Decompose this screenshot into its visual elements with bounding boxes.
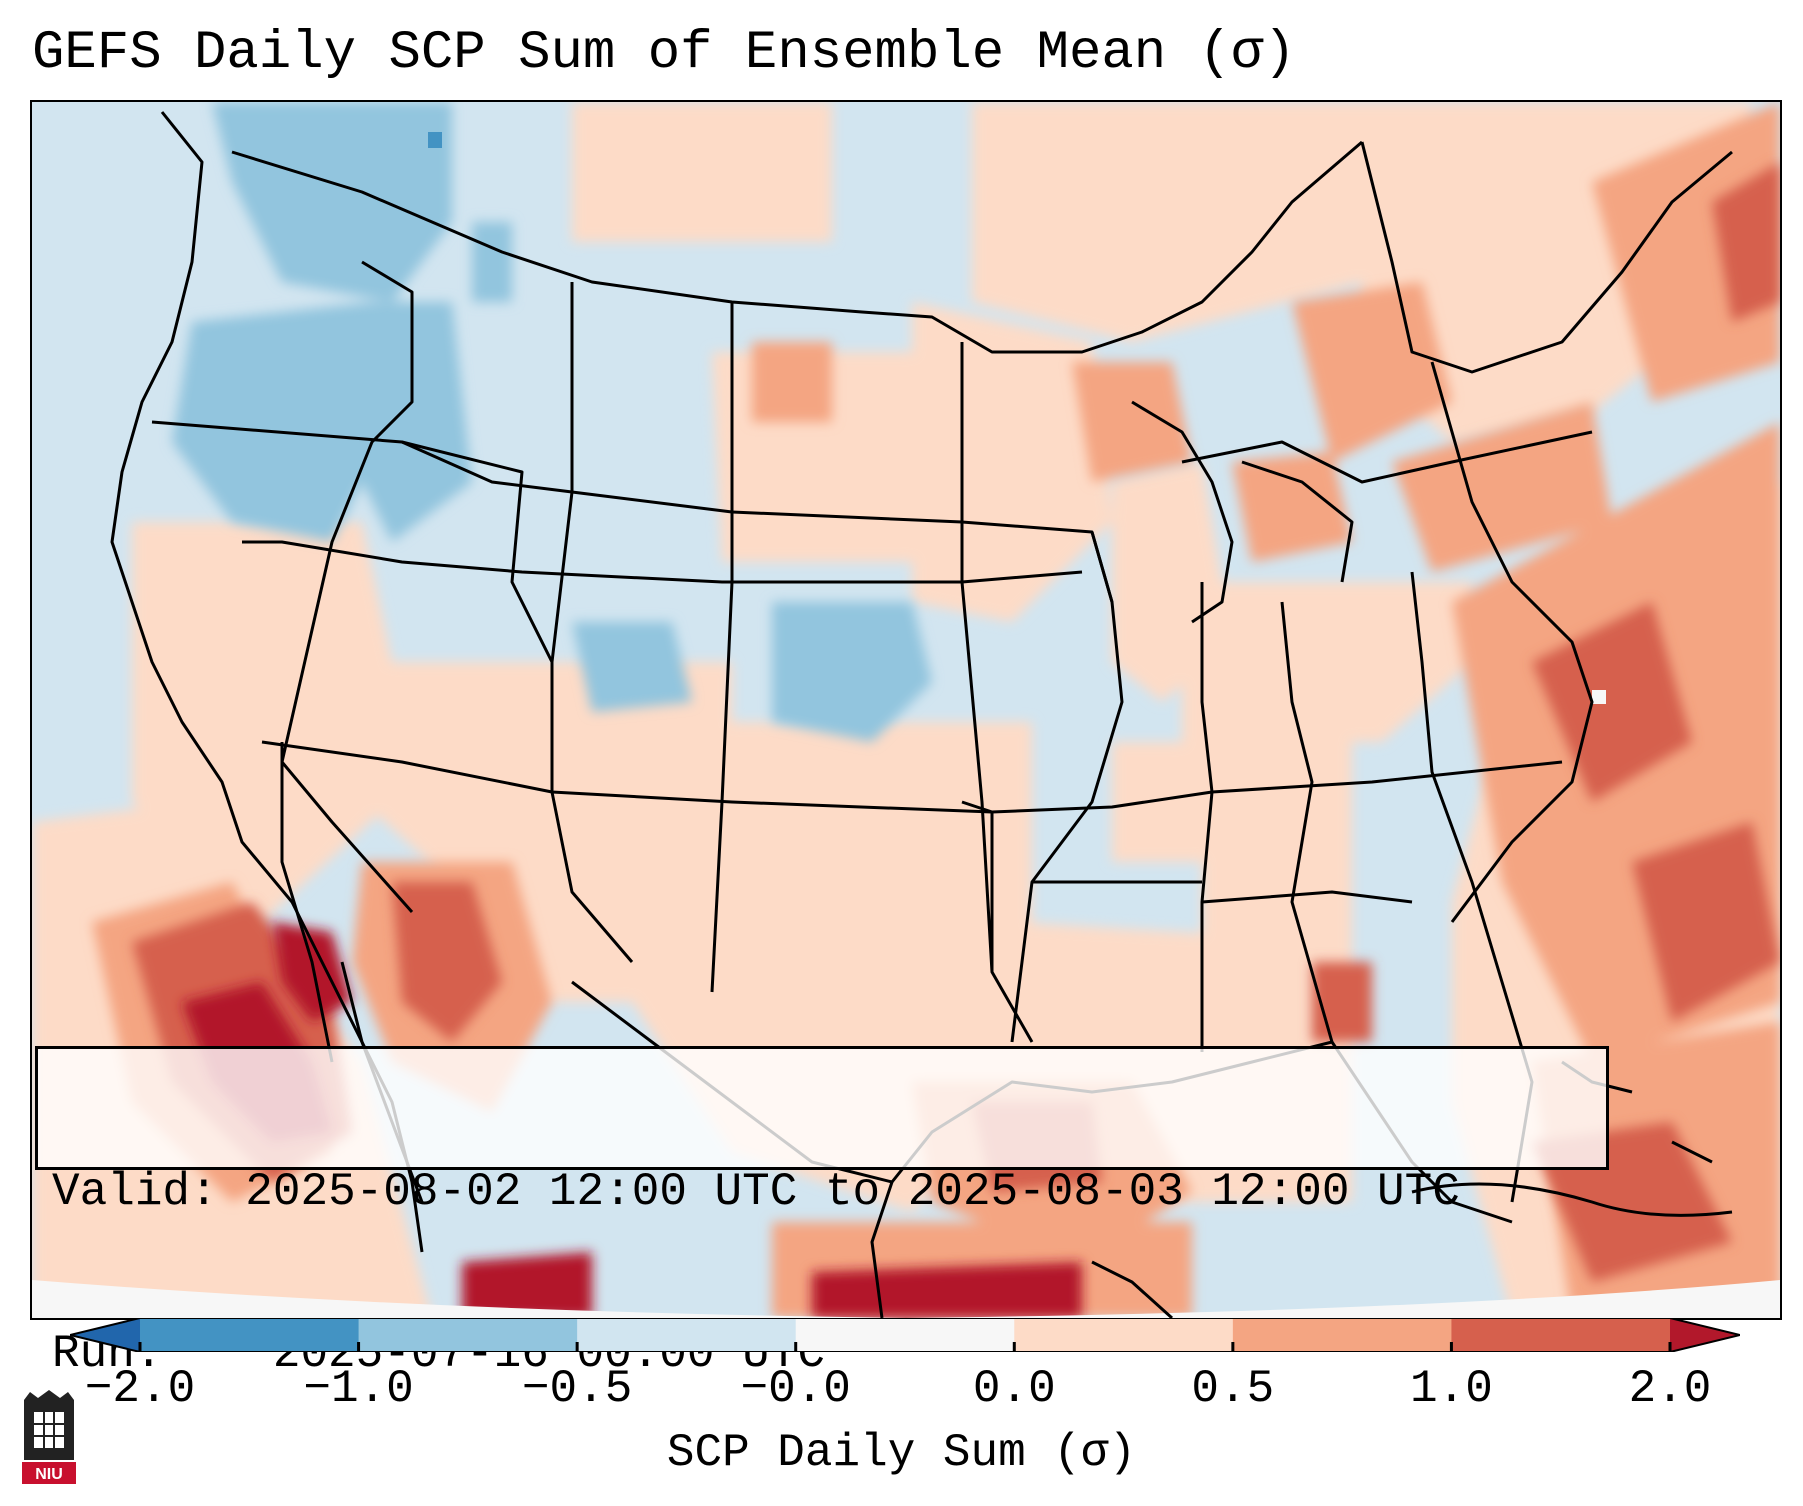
valid-run-info-box: Valid: 2025-08-02 12:00 UTC to 2025-08-0… [35, 1046, 1609, 1380]
colorbar-segment [795, 1318, 1015, 1352]
colorbar-segment [358, 1318, 578, 1352]
colorbar-tick-label: −0.0 [740, 1363, 851, 1415]
niu-logo-icon: NIU [22, 1390, 76, 1484]
colorbar-segments [70, 1318, 1740, 1352]
colorbar-extend-low [70, 1318, 140, 1352]
anomaly-zero [32, 690, 1780, 1318]
colorbar-extend-high [1670, 1318, 1740, 1352]
colorbar [70, 1318, 1740, 1352]
colorbar-segment [577, 1318, 797, 1352]
colorbar-tick-label: 1.0 [1410, 1363, 1493, 1415]
colorbar-tick-label: 0.5 [1191, 1363, 1275, 1415]
colorbar-segment [140, 1318, 360, 1352]
colorbar-segment [1014, 1318, 1234, 1352]
colorbar-tick-label: −1.0 [303, 1363, 414, 1415]
logo-text: NIU [35, 1466, 63, 1483]
colorbar-label: SCP Daily Sum (σ) [666, 1427, 1137, 1479]
anomaly-neg-1.0-0.5 [172, 102, 932, 742]
anomaly-neg-2.0-1.0 [428, 132, 442, 148]
colorbar-tick-label: −2.0 [84, 1363, 196, 1415]
colorbar-tick-label: 2.0 [1628, 1363, 1712, 1415]
valid-label: Valid: [52, 1166, 218, 1218]
valid-line: Valid: 2025-08-02 12:00 UTC to 2025-08-0… [52, 1165, 1592, 1219]
colorbar-segment [1232, 1318, 1452, 1352]
colorbar-segment [1451, 1318, 1671, 1352]
colorbar-tick-label: −0.5 [521, 1363, 633, 1415]
valid-value: 2025-08-02 12:00 UTC to 2025-08-03 12:00… [245, 1166, 1460, 1218]
colorbar-tick-label: 0.0 [972, 1363, 1056, 1415]
chart-title: GEFS Daily SCP Sum of Ensemble Mean (σ) [32, 23, 1296, 84]
colorbar-ticks [138, 1342, 1672, 1352]
